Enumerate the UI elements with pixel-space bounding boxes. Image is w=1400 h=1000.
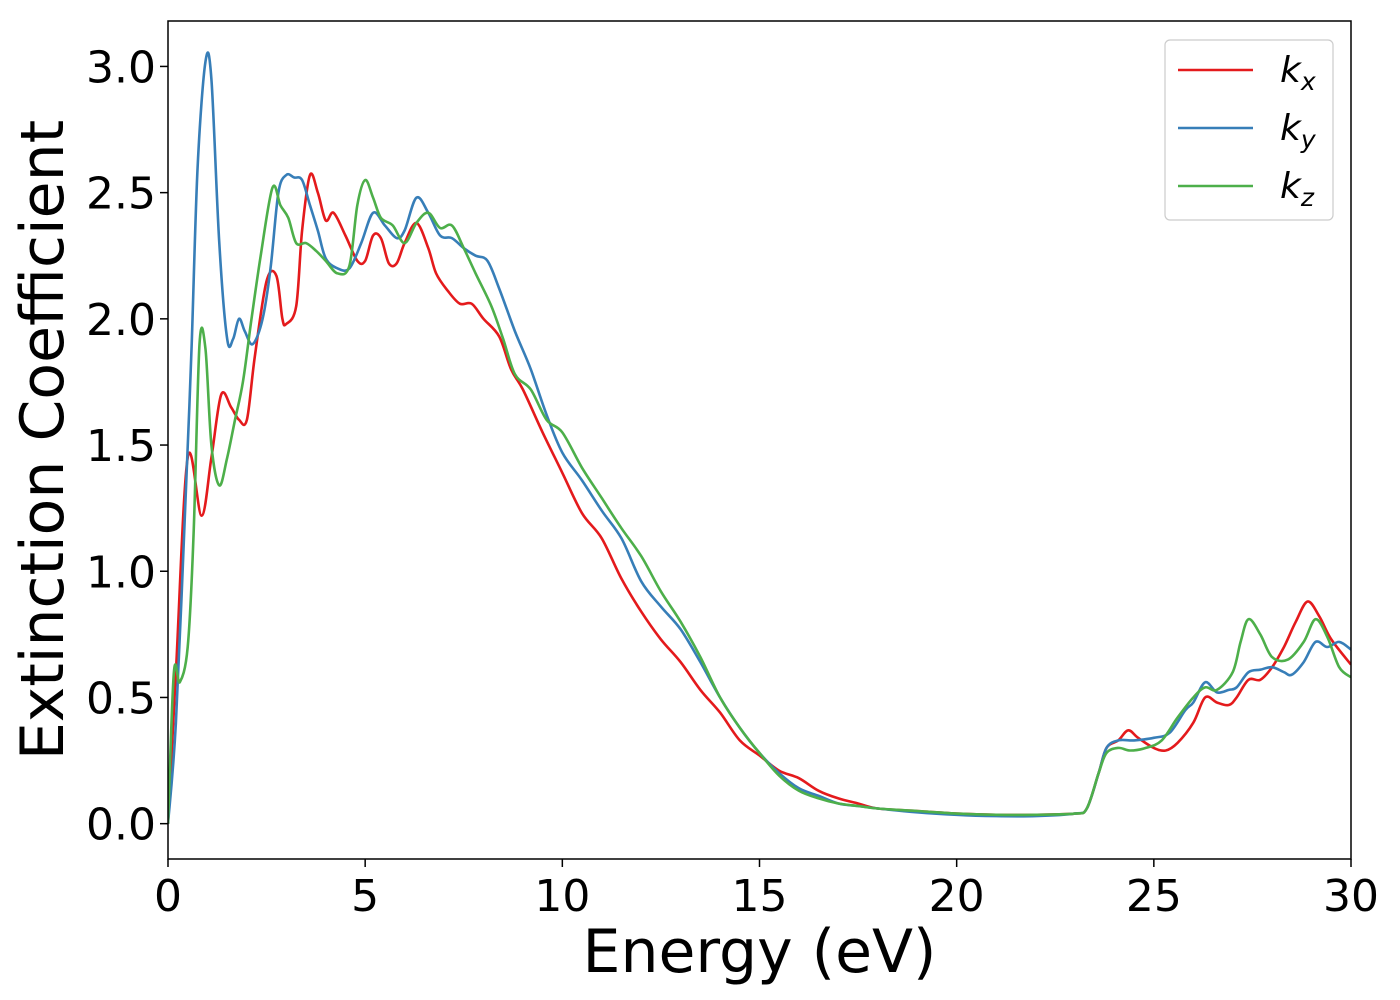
- legend-label-base: k: [1280, 166, 1303, 207]
- legend-label-subscript: z: [1300, 183, 1315, 212]
- y-tick-label: 0.5: [86, 673, 156, 724]
- y-tick-label: 1.0: [86, 547, 156, 598]
- legend-label-base: k: [1280, 108, 1303, 149]
- x-tick-label: 20: [929, 871, 985, 922]
- series-line-kz: [168, 178, 1351, 824]
- legend-box: [1164, 39, 1334, 221]
- legend-label-subscript: x: [1300, 67, 1316, 96]
- x-tick-label: 30: [1323, 871, 1379, 922]
- legend-label-kz: kz: [1280, 166, 1315, 212]
- x-axis: 0 5 10 15 20 25 30: [154, 859, 1379, 922]
- x-axis-label: Energy (eV): [583, 917, 937, 987]
- legend-label-kx: kx: [1280, 50, 1316, 96]
- y-tick-label: 3.0: [86, 42, 156, 93]
- x-tick-label: 15: [732, 871, 788, 922]
- series-layer: [168, 51, 1351, 824]
- x-tick-label: 5: [351, 871, 379, 922]
- y-axis-label: Extinction Coefficient: [8, 120, 78, 760]
- y-tick-label: 1.5: [86, 421, 156, 472]
- legend-label-base: k: [1280, 50, 1303, 91]
- x-tick-label: 25: [1126, 871, 1182, 922]
- legend-label-ky: ky: [1280, 108, 1317, 154]
- y-tick-label: 2.5: [86, 169, 156, 220]
- y-tick-label: 0.0: [86, 800, 156, 851]
- y-tick-label: 2.0: [86, 295, 156, 346]
- series-line-kx: [168, 172, 1351, 824]
- x-tick-label: 10: [534, 871, 590, 922]
- legend-label-subscript: y: [1300, 125, 1317, 154]
- x-tick-label: 0: [154, 871, 182, 922]
- y-axis: 0.0 0.5 1.0 1.5 2.0 2.5 3.0: [86, 42, 168, 851]
- series-line-ky: [168, 51, 1351, 824]
